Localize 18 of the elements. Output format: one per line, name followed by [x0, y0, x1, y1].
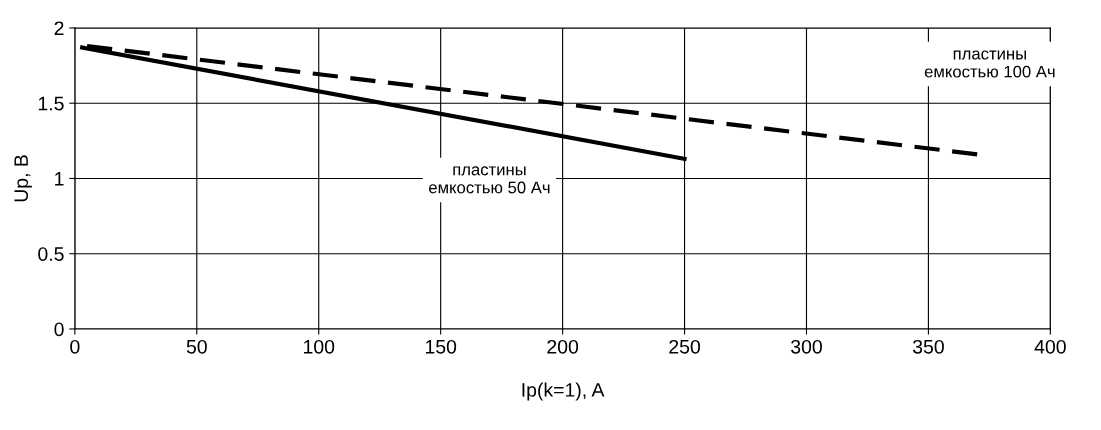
y-tick-label: 1.5: [38, 96, 64, 111]
x-tick-label: 0: [70, 339, 80, 354]
y-tick-label: 0: [54, 322, 64, 337]
y-axis-title: Up, В: [14, 155, 32, 202]
x-tick-label: 300: [791, 339, 822, 354]
x-tick-label: 350: [912, 339, 944, 354]
x-axis-title: Ip(k=1), A: [522, 382, 605, 401]
annotation: пластины емкостью 50 Ач: [429, 166, 550, 194]
y-tick-label: 2: [54, 21, 64, 35]
annotation: пластины емкостью 100 Ач: [924, 50, 1055, 78]
x-tick-label: 150: [425, 339, 457, 354]
x-tick-label: 100: [304, 339, 335, 354]
x-tick-label: 250: [669, 339, 701, 354]
x-tick-label: 200: [547, 339, 579, 354]
x-tick-label: 50: [186, 339, 207, 354]
y-tick-label: 1: [55, 172, 64, 186]
x-tick-label: 400: [1034, 339, 1066, 354]
y-tick-label: 0.5: [38, 247, 64, 261]
